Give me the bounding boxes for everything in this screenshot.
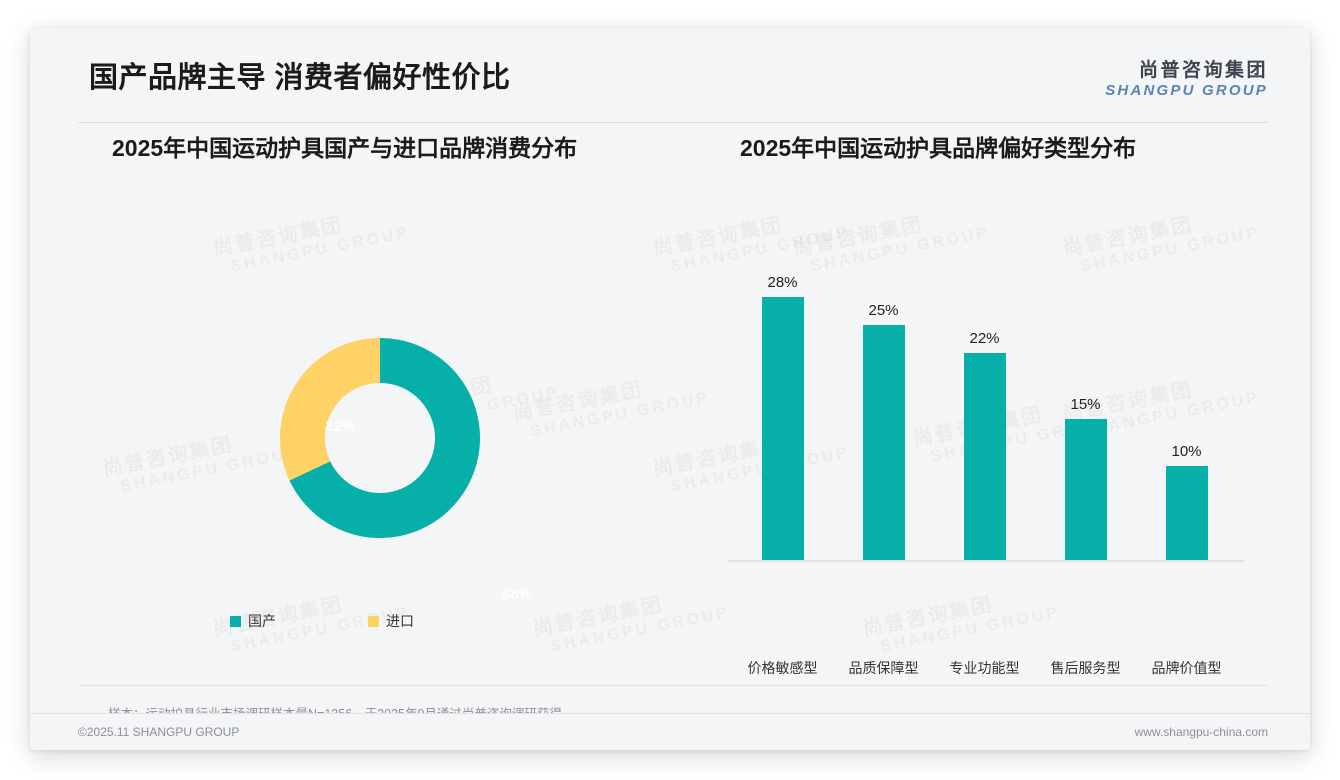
donut-legend: 国产 进口 <box>230 611 550 631</box>
brand-logo-cn: 尚普咨询集团 <box>1138 60 1268 81</box>
bar-category-label: 品质保障型 <box>848 660 919 676</box>
footnote-divider <box>78 685 1268 686</box>
chart-panel-bar: 2025年中国运动护具品牌偏好类型分布 28% 价格敏感型 25% 品质保障型 22% 专… <box>690 123 1270 683</box>
bar-category-label: 售后服务型 <box>1050 660 1121 676</box>
legend-item[interactable]: 进口 <box>368 611 414 631</box>
donut-label-main: 68% <box>502 586 533 603</box>
page-title: 国产品牌主导 消费者偏好性价比 <box>89 62 511 94</box>
donut-chart: 68% 32% <box>280 338 532 603</box>
bar-column[interactable] <box>1136 466 1237 560</box>
donut-ring <box>280 338 480 538</box>
slide-header: 国产品牌主导 消费者偏好性价比 尚普咨询集团 SHANGPU GROUP <box>30 28 1310 123</box>
legend-item[interactable]: 国产 <box>230 611 276 631</box>
slide-card: 国产品牌主导 消费者偏好性价比 尚普咨询集团 SHANGPU GROUP 尚普咨… <box>30 28 1310 750</box>
donut-label-secondary: 32% <box>325 418 356 435</box>
bar-column[interactable] <box>833 325 934 560</box>
footer-website[interactable]: www.shangpu-china.com <box>1134 725 1268 739</box>
bar-column[interactable] <box>934 353 1035 560</box>
bar-value-label: 15% <box>1070 396 1101 413</box>
bar-value-label: 10% <box>1171 443 1202 460</box>
bar-chart-title: 2025年中国运动护具品牌偏好类型分布 <box>740 135 1137 161</box>
bar-value-label: 28% <box>767 274 798 291</box>
brand-logo: 尚普咨询集团 SHANGPU GROUP <box>1105 60 1268 100</box>
legend-label: 进口 <box>386 613 414 629</box>
bar-column[interactable] <box>732 297 833 560</box>
bar-chart-plot: 28% 价格敏感型 25% 品质保障型 22% 专业功能型 15% 售后服务型 10% 品牌价值型 <box>728 208 1248 676</box>
bar-value-label: 25% <box>868 302 899 319</box>
footer-copyright: ©2025.11 SHANGPU GROUP <box>78 725 240 739</box>
bar-rect[interactable] <box>1165 466 1208 560</box>
chart-panel-donut: 2025年中国运动护具国产与进口品牌消费分布 68% 32% 国产 进口 <box>80 123 680 683</box>
bar-rect[interactable] <box>862 325 905 560</box>
header-divider <box>78 122 1268 123</box>
bar-rect[interactable] <box>963 353 1006 560</box>
bar-column[interactable] <box>1035 419 1136 560</box>
bar-category-label: 专业功能型 <box>949 660 1020 676</box>
slide-footer: ©2025.11 SHANGPU GROUP www.shangpu-china… <box>30 713 1310 750</box>
bar-rect[interactable] <box>761 297 804 560</box>
bar-rect[interactable] <box>1064 419 1107 560</box>
bar-chart-axis <box>728 560 1244 562</box>
legend-swatch-icon <box>230 615 241 627</box>
donut-chart-title: 2025年中国运动护具国产与进口品牌消费分布 <box>112 135 578 161</box>
brand-logo-en: SHANGPU GROUP <box>1105 81 1268 99</box>
legend-label: 国产 <box>248 613 276 629</box>
bar-category-label: 品牌价值型 <box>1151 660 1222 676</box>
legend-swatch-icon <box>368 615 379 627</box>
bar-value-label: 22% <box>969 330 1000 347</box>
bar-category-label: 价格敏感型 <box>747 660 818 676</box>
